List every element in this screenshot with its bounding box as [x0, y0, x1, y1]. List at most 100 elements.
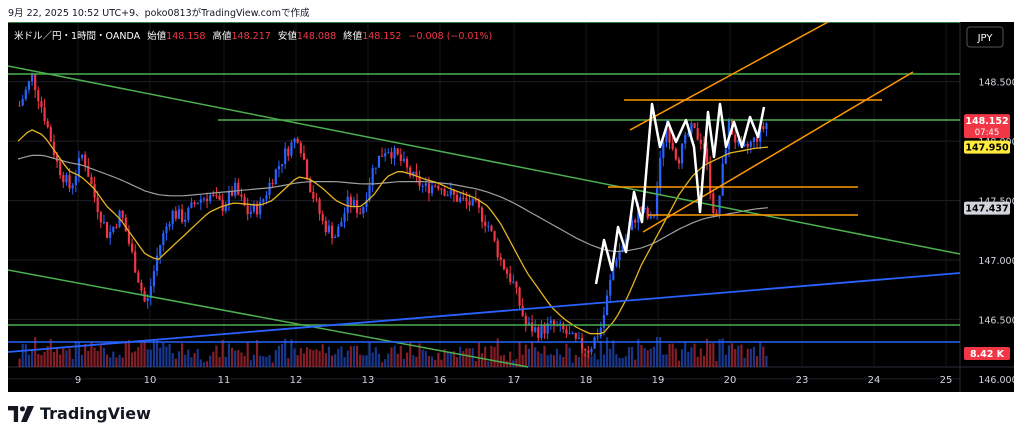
- volume-bar: [634, 359, 637, 367]
- volume-bar: [65, 350, 68, 367]
- candle-body: [577, 337, 581, 339]
- volume-bar: [252, 354, 256, 367]
- candle-body: [240, 194, 243, 197]
- candle-body: [46, 121, 49, 128]
- time-axis[interactable]: 9 10 11 12 13 16 17 18 19 20 23 24 25: [75, 375, 953, 386]
- orange-channel-upper[interactable]: [629, 22, 829, 131]
- volume-bar: [530, 341, 534, 367]
- volume-bar: [387, 353, 390, 367]
- volume-bar: [402, 358, 406, 367]
- candle-body: [655, 188, 659, 216]
- volume-bar: [180, 343, 184, 367]
- candle-body: [540, 324, 543, 338]
- volume-bar: [365, 355, 368, 367]
- candle-body: [343, 213, 346, 222]
- candle-body: [362, 206, 365, 214]
- volume-bar: [546, 355, 549, 367]
- volume-bar: [615, 354, 618, 367]
- candle-body: [349, 196, 352, 206]
- candle-body: [474, 198, 477, 201]
- green-lower-diagonal-line[interactable]: [8, 269, 529, 368]
- candle-body: [196, 202, 199, 204]
- volume-bar: [105, 354, 109, 367]
- candle-body: [121, 210, 124, 218]
- volume-bar: [559, 354, 562, 367]
- candle-body: [24, 89, 27, 99]
- candle-body: [71, 185, 74, 189]
- chart-panel[interactable]: 148.500148.000147.500147.000146.500146.0…: [8, 22, 1014, 392]
- candle-body: [446, 194, 449, 196]
- volume-bar: [549, 354, 552, 367]
- volume-bar: [371, 352, 374, 367]
- candle-body: [765, 123, 768, 130]
- candle-body: [612, 266, 615, 280]
- candle-body: [649, 216, 652, 219]
- candle-body: [246, 205, 249, 215]
- time-tick-label: 16: [434, 375, 447, 386]
- candle-body: [230, 190, 234, 196]
- candle-body: [184, 219, 187, 222]
- volume-bar: [349, 346, 352, 367]
- candle-body: [484, 221, 487, 226]
- price-tag-ma_slow: [964, 201, 1010, 215]
- white-zigzag-drawing[interactable]: [594, 102, 766, 285]
- candle-body: [505, 269, 509, 274]
- candle-body: [452, 190, 456, 195]
- candle-body: [309, 179, 312, 192]
- candle-body: [168, 224, 171, 227]
- candle-body: [499, 257, 502, 260]
- orange-channel-lower[interactable]: [642, 71, 914, 233]
- candle-body: [293, 138, 296, 143]
- volume-bar: [459, 346, 462, 367]
- candle-body: [565, 329, 568, 334]
- volume-bar: [555, 348, 559, 367]
- candle-body: [318, 199, 321, 215]
- candle-body: [712, 193, 715, 214]
- legend-low-value: 148.088: [297, 31, 336, 42]
- volume-bar: [46, 345, 49, 367]
- currency-button[interactable]: JPY: [966, 26, 1004, 48]
- volume-bar: [71, 358, 74, 367]
- blue-uptrend-line[interactable]: [8, 272, 961, 353]
- candle-body: [59, 161, 62, 176]
- volume-bar: [440, 359, 443, 367]
- volume-bar: [168, 343, 171, 367]
- candle-body: [393, 148, 396, 159]
- volume-bar: [565, 343, 568, 367]
- volume-bar: [696, 356, 699, 367]
- price-chart[interactable]: 148.500148.000147.500147.000146.500146.0…: [8, 22, 1014, 392]
- volume-bar: [446, 351, 449, 367]
- volume-bar: [568, 347, 571, 367]
- candle-body: [665, 127, 668, 142]
- volume-bar: [652, 346, 656, 367]
- candle-body: [690, 123, 693, 134]
- candle-body: [640, 206, 643, 210]
- candle-body: [274, 169, 277, 185]
- volume-bar: [184, 354, 187, 367]
- volume-bar: [218, 357, 221, 367]
- volume-bar: [477, 342, 481, 367]
- green-downtrend-line[interactable]: [8, 65, 961, 255]
- volume-bar: [524, 344, 527, 367]
- candle-body: [693, 123, 696, 129]
- volume-bar: [96, 350, 99, 367]
- candle-body: [187, 207, 190, 220]
- volume-bar: [221, 340, 224, 367]
- volume-bar: [230, 347, 234, 367]
- candle-body: [49, 127, 52, 142]
- volume-bar: [612, 340, 615, 367]
- volume-bar: [737, 345, 740, 367]
- candle-body: [762, 126, 765, 130]
- time-tick-label: 10: [144, 375, 157, 386]
- candle-body: [421, 185, 424, 187]
- legend-close-label: 終値: [343, 30, 363, 42]
- volume-bar: [415, 356, 418, 367]
- time-tick-label: 20: [724, 375, 737, 386]
- candle-body: [609, 279, 612, 296]
- volume-bar: [537, 351, 540, 367]
- volume-bar: [399, 345, 402, 367]
- price-tag-label: 147.950: [965, 143, 1009, 154]
- volume-bar: [259, 355, 262, 367]
- volume-bar: [665, 354, 668, 367]
- candle-body: [380, 155, 384, 157]
